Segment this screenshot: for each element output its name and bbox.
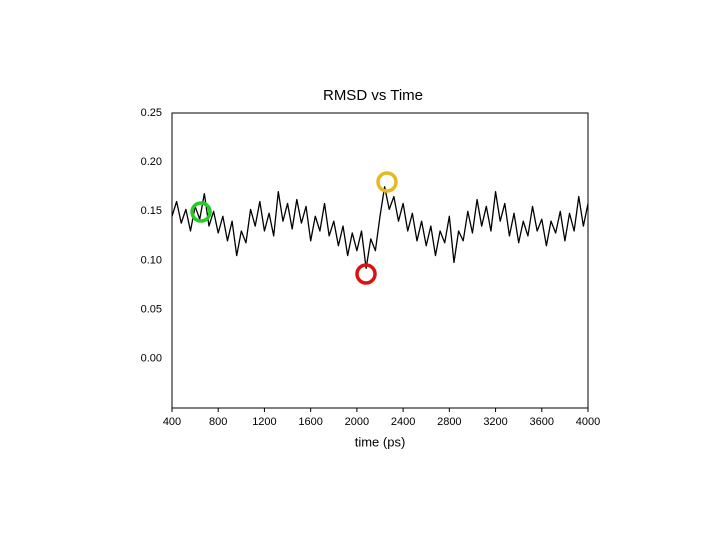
x-tick-label: 2400 [391, 416, 415, 428]
y-tick-label: 0.25 [141, 107, 162, 119]
y-tick-label: 0.20 [141, 156, 162, 168]
highlight-circle [190, 201, 212, 223]
x-tick-label: 2800 [437, 416, 461, 428]
plot-frame [171, 112, 589, 409]
x-tick-label: 400 [163, 416, 181, 428]
x-tick-label: 4000 [576, 416, 600, 428]
x-tick-label: 800 [209, 416, 227, 428]
x-tick-label: 3600 [530, 416, 554, 428]
y-tick-label: 0.10 [141, 254, 162, 266]
x-tick-label: 3200 [483, 416, 507, 428]
x-tick-label: 1200 [252, 416, 276, 428]
x-axis-label: time (ps) [355, 434, 406, 449]
highlight-circle [355, 263, 377, 285]
chart-title: RMSD vs Time [323, 87, 423, 104]
highlight-circle [376, 171, 398, 193]
data-line [171, 186, 589, 270]
y-tick-label: 0.15 [141, 205, 162, 217]
y-tick-label: 0.00 [141, 353, 162, 365]
x-tick-label: 2000 [345, 416, 369, 428]
y-tick-label: 0.05 [141, 304, 162, 316]
x-tick-label: 1600 [298, 416, 322, 428]
